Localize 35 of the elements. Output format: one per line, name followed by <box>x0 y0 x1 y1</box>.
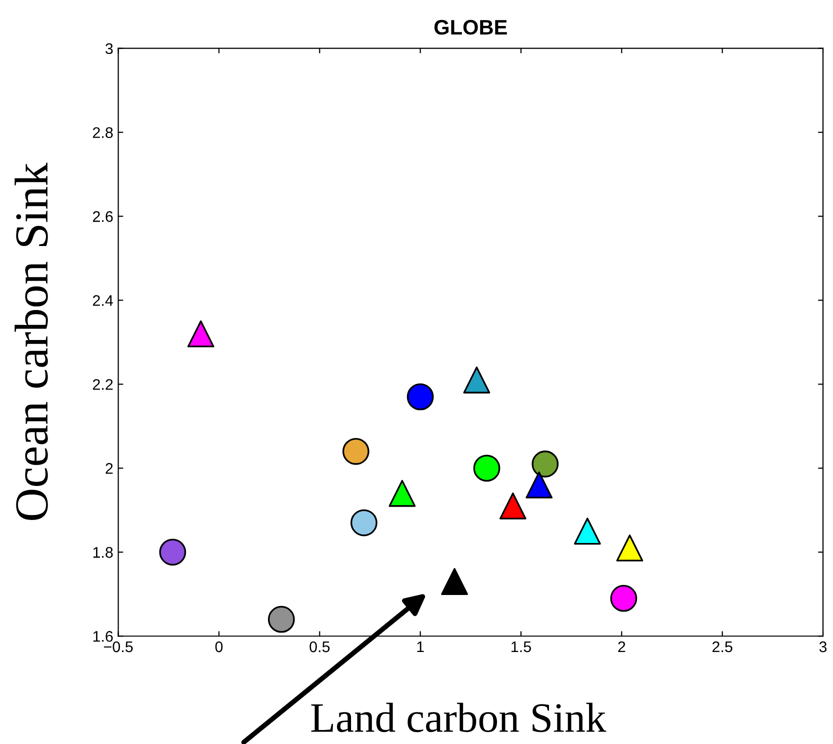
x-tick-label: 0.5 <box>310 641 330 652</box>
point <box>342 438 370 465</box>
point <box>610 584 638 612</box>
point <box>388 480 416 507</box>
point <box>574 518 601 545</box>
y-tick-label: 1.6 <box>93 630 113 642</box>
x-tick-label: 3 <box>819 641 827 652</box>
x-tick-label: −0.5 <box>104 641 133 652</box>
point <box>350 509 378 536</box>
point <box>441 568 468 595</box>
point <box>473 454 500 482</box>
chart-title: GLOBE <box>434 20 507 35</box>
x-axis-title: Land carbon Sink <box>311 702 606 732</box>
point <box>187 320 214 348</box>
point <box>463 366 490 394</box>
point <box>406 383 434 410</box>
point <box>526 472 553 498</box>
point <box>532 450 559 478</box>
point <box>268 606 295 633</box>
x-tick-label: 2.5 <box>712 641 732 652</box>
point <box>616 534 644 562</box>
y-tick-label: 2.6 <box>92 211 113 222</box>
y-tick-label: 2.8 <box>92 127 113 138</box>
point <box>159 538 186 566</box>
x-tick-label: 2 <box>618 641 626 652</box>
point <box>499 492 526 520</box>
y-axis-title: Ocean carbon Sink <box>14 162 48 520</box>
x-tick-label: 0 <box>215 641 223 652</box>
x-tick-label: 1 <box>417 642 424 652</box>
y-tick-label: 3 <box>106 43 113 54</box>
y-tick-label: 1.8 <box>93 547 113 558</box>
y-tick-label: 2.2 <box>92 379 113 390</box>
y-tick-label: 2.4 <box>92 295 113 306</box>
y-tick-label: 2 <box>106 463 113 474</box>
x-tick-label: 1.5 <box>512 642 531 652</box>
